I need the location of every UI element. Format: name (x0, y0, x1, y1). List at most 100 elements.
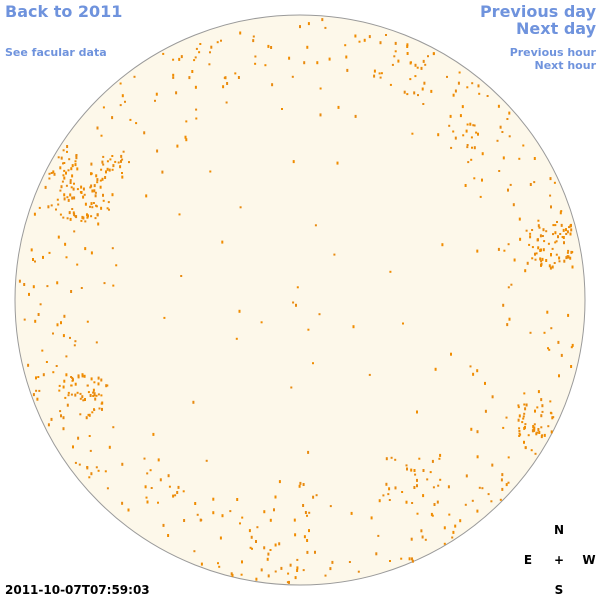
next-hour-link[interactable]: Next hour (535, 59, 597, 72)
facula (57, 235, 60, 239)
facula (397, 59, 400, 63)
facula (512, 203, 515, 207)
facula (550, 327, 553, 330)
facula (368, 35, 371, 39)
facula (471, 499, 474, 502)
facula (508, 135, 511, 138)
facula (472, 372, 475, 376)
facula (145, 194, 148, 198)
facula (274, 570, 277, 573)
facula (154, 99, 156, 102)
facula (416, 66, 419, 69)
facula (96, 178, 99, 182)
facula (267, 574, 270, 578)
facula (48, 251, 51, 254)
facula (306, 514, 308, 517)
facula (437, 133, 440, 137)
facula (469, 365, 472, 368)
facula (90, 172, 93, 175)
facula (93, 184, 96, 188)
facula (447, 485, 450, 489)
facula (200, 519, 203, 522)
facula (422, 494, 425, 498)
facula (248, 529, 251, 533)
facula (28, 292, 30, 296)
facula (78, 463, 81, 466)
facula (82, 399, 85, 402)
facula (115, 264, 118, 267)
facula (358, 40, 361, 43)
facula (540, 414, 543, 418)
facula (70, 167, 73, 171)
facula (377, 534, 380, 537)
facula (549, 194, 552, 197)
facular-spots (18, 18, 574, 584)
facula (467, 161, 470, 164)
facula (481, 178, 483, 182)
facula (90, 251, 93, 255)
facula (452, 130, 455, 133)
facula (393, 55, 396, 58)
facula (559, 233, 562, 235)
facula (420, 529, 423, 533)
facula (519, 237, 522, 241)
facula (149, 469, 152, 472)
facula (252, 39, 255, 43)
facula (565, 233, 568, 235)
previous-day-link[interactable]: Previous day (480, 2, 597, 21)
facula (129, 118, 132, 121)
facula (394, 458, 397, 461)
back-link[interactable]: Back to 2011 (5, 2, 122, 21)
facula (565, 228, 567, 232)
facula (547, 242, 550, 245)
facula (127, 508, 130, 512)
facula (163, 316, 166, 319)
facula (104, 470, 107, 473)
facula (510, 283, 513, 286)
facula (394, 41, 397, 45)
facula (205, 459, 208, 462)
facula (93, 381, 96, 384)
facula (62, 216, 65, 219)
facula (65, 355, 68, 358)
facula (307, 450, 310, 454)
facula (430, 89, 433, 93)
facula (543, 433, 546, 437)
facula (92, 391, 95, 394)
facula (540, 263, 542, 267)
facula (430, 512, 433, 516)
facula (82, 216, 85, 220)
facula (458, 71, 461, 74)
facula (100, 394, 103, 397)
facula (508, 111, 511, 115)
facula (198, 51, 201, 54)
facula (521, 421, 524, 424)
facula (437, 484, 440, 487)
facular-link[interactable]: See facular data (5, 46, 107, 59)
facula (321, 18, 324, 22)
facula (522, 415, 525, 418)
facula (454, 524, 457, 528)
facula (71, 377, 74, 379)
facula (76, 167, 79, 171)
facula (107, 201, 110, 204)
facula (210, 45, 213, 49)
next-day-link[interactable]: Next day (516, 19, 597, 38)
previous-hour-link[interactable]: Previous hour (510, 46, 597, 59)
facula (93, 392, 96, 396)
facula (411, 557, 413, 561)
facula (112, 284, 115, 287)
facula (273, 508, 275, 512)
facula (570, 365, 573, 368)
facula (183, 519, 186, 522)
facula (561, 236, 564, 238)
facula (566, 255, 569, 259)
facula (18, 279, 21, 283)
facula (538, 431, 541, 434)
facula (168, 485, 171, 488)
facula (379, 41, 382, 45)
facula (60, 321, 62, 325)
facula (91, 411, 94, 414)
facula (421, 87, 424, 91)
facula (549, 266, 552, 270)
